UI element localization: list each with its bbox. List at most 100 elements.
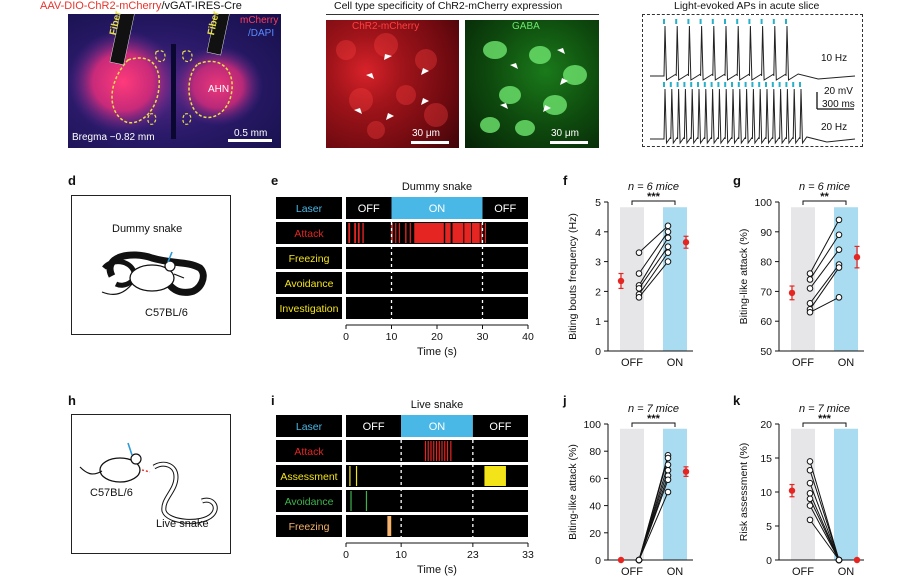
bregma-label: Bregma −0.82 mm: [72, 132, 155, 143]
pair-line: [638, 246, 669, 289]
pair-line: [809, 482, 840, 561]
pair-point-on: [664, 228, 672, 236]
panel-c-title: Light-evoked APs in acute slice: [674, 0, 820, 12]
x-axis-label: Time (s): [417, 564, 457, 576]
brain-scale-label: 0.5 mm: [234, 128, 268, 139]
trace-20hz-light-pulse: [744, 82, 747, 87]
y-tick-label: 20: [589, 528, 601, 540]
mean-point: [788, 487, 796, 494]
trace-20hz-light-pulse: [676, 82, 679, 87]
panel-letter-i: i: [271, 393, 275, 408]
dummy-mouse-label: C57BL/6: [145, 307, 188, 319]
ahn-label: AHN: [208, 84, 230, 95]
trace-10hz-light-pulse: [724, 19, 726, 24]
x-tick-label: 33: [522, 549, 534, 561]
laser-segment: [391, 197, 483, 219]
trace-10hz-light-pulse: [687, 19, 690, 24]
x-tick-label: 20: [431, 331, 443, 343]
pair-line: [809, 296, 840, 313]
panel-letter-f: f: [563, 173, 568, 188]
pair-line: [809, 264, 840, 304]
x-category-label: ON: [838, 357, 855, 369]
y-tick-label: 70: [760, 286, 772, 298]
y-tick-label: 2: [595, 286, 601, 298]
mean-point: [682, 468, 690, 475]
pair-point-on: [835, 246, 843, 253]
trace-20hz-light-pulse: [724, 82, 727, 87]
event-bar: [446, 441, 449, 461]
chr2-cells: [336, 33, 449, 144]
pair-point-off: [806, 495, 814, 503]
live-snake-drawing: [79, 442, 218, 524]
event-bar: [414, 223, 444, 243]
pair-point-on: [835, 294, 843, 301]
row-label-box: [276, 465, 342, 487]
trace-20hz-light-pulse: [799, 82, 801, 87]
x-axis-label: Time (s): [417, 346, 457, 358]
gaba-cells: [480, 41, 588, 144]
trace-20hz-label: 20 Hz: [821, 122, 848, 133]
trace-20hz-light-pulse: [731, 82, 733, 87]
mean-point: [853, 253, 861, 261]
event-bar: [445, 223, 451, 243]
dummy-snake-label: Dummy snake: [112, 223, 183, 235]
event-bar: [472, 223, 480, 243]
on-background-bar: [834, 428, 858, 560]
pair-line: [809, 470, 840, 561]
ephys-traces: [650, 19, 856, 145]
pair-point-off: [806, 300, 814, 307]
mean-point: [788, 289, 796, 297]
pair-line: [638, 479, 669, 561]
trace-10hz-light-pulse: [760, 19, 763, 24]
mean-point: [853, 556, 861, 564]
panel-b-title: Cell type specificity of ChR2-mCherry ex…: [334, 0, 563, 12]
panel-c-box: [642, 14, 863, 147]
y-tick-label: 100: [754, 197, 772, 209]
event-bar: [480, 223, 483, 243]
off-background-bar: [620, 207, 644, 351]
pair-point-on: [835, 556, 843, 564]
row-label-box: [276, 490, 342, 512]
y-tick-label: 0: [595, 346, 601, 358]
panel-a-title-black: /vGAT-IRES-Cre: [161, 0, 242, 12]
laser-segment: [346, 197, 392, 219]
pair-line: [809, 267, 840, 310]
panel-a-title: AAV-DIO-ChR2-mCherry/vGAT-IRES-Cre: [40, 0, 242, 12]
panel-b-title-rule: [326, 14, 599, 15]
trace-20hz-light-pulse: [690, 82, 693, 87]
chart-risk-assessment: 0 5 10 15 20 Risk assessment (%) OFF ON n = 7 mi…: [738, 403, 864, 578]
x-category-label: ON: [667, 566, 684, 578]
pair-point-off: [635, 294, 643, 301]
pair-point-on: [664, 466, 672, 474]
panel-letter-h: h: [68, 393, 76, 408]
y-tick-label: 50: [760, 346, 772, 358]
row-label: Avoidance: [285, 278, 334, 290]
laser-segment-label: OFF: [489, 421, 511, 433]
row-track: [346, 247, 528, 269]
laser-segment: [472, 415, 528, 437]
pair-point-off: [806, 479, 814, 487]
pair-point-on: [835, 264, 843, 271]
trace-20hz-light-pulse: [717, 82, 720, 87]
significance-bracket: [631, 200, 676, 205]
row-label-box: [276, 197, 342, 219]
row-label: Attack: [294, 446, 324, 458]
trace-20hz-light-pulse: [697, 82, 699, 87]
n-label: n = 6 mice: [628, 181, 679, 193]
pair-point-off: [806, 502, 814, 509]
y-tick-label: 90: [760, 227, 772, 239]
event-bar: [430, 441, 432, 461]
trace-20hz-light-pulse: [710, 82, 713, 87]
pair-point-on: [664, 222, 672, 230]
row-label-box: [276, 297, 342, 319]
off-background-bar: [620, 428, 644, 560]
pair-point-off: [635, 249, 643, 256]
y-tick-label: 80: [589, 446, 601, 458]
row-label-box: [276, 440, 342, 462]
row-label: Freezing: [289, 521, 330, 533]
scale-ms-label: 300 ms: [822, 99, 855, 110]
x-tick-label: 30: [477, 331, 489, 343]
pair-point-off: [806, 308, 814, 316]
event-bar: [405, 223, 407, 243]
gaba-label: GABA: [512, 21, 540, 32]
